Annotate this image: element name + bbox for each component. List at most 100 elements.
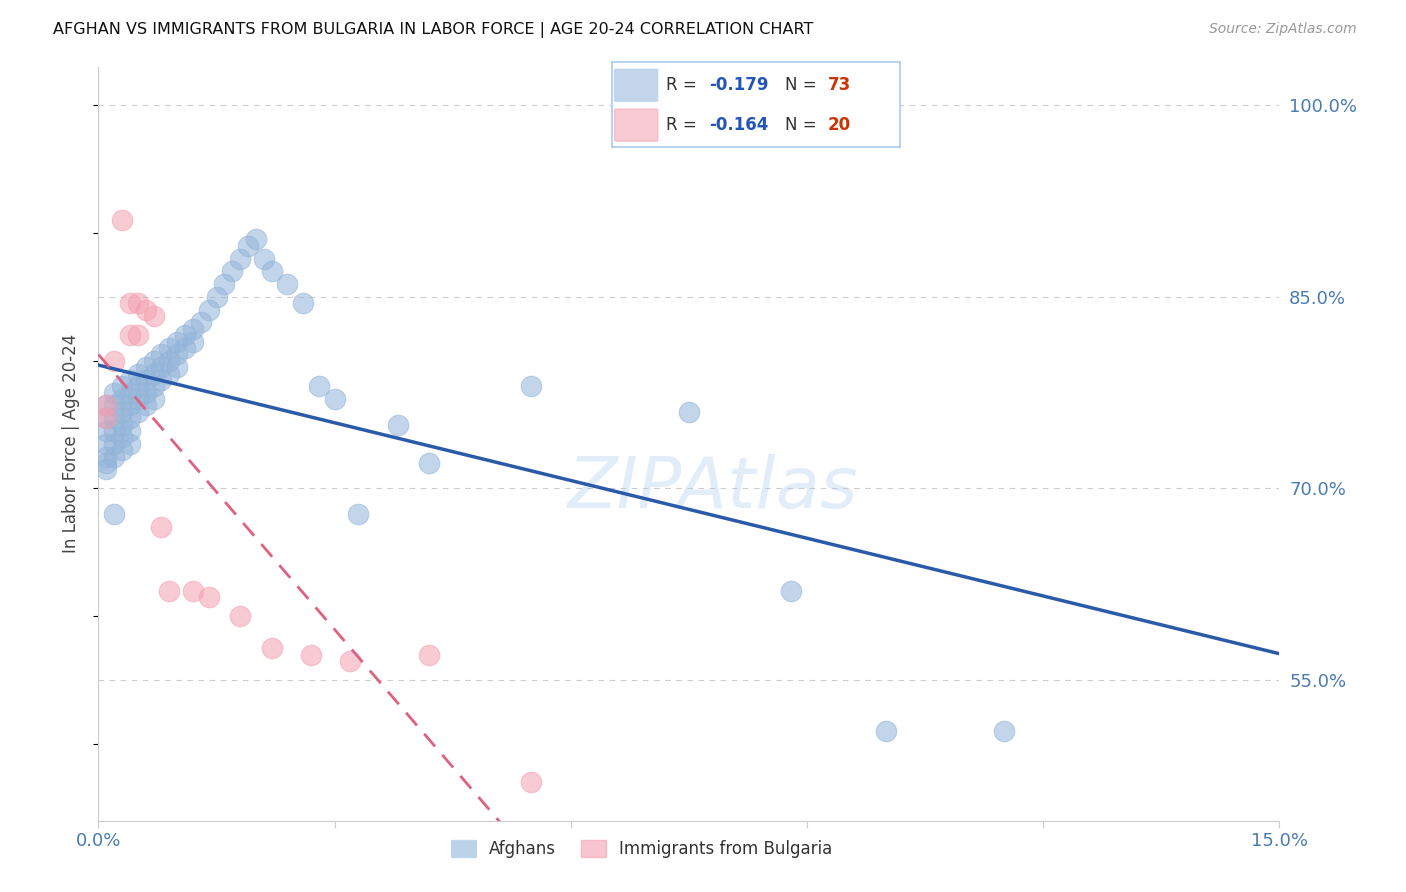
Point bbox=[418, 456, 440, 470]
Point bbox=[181, 583, 204, 598]
Point bbox=[96, 450, 118, 464]
Point bbox=[150, 347, 173, 361]
Point bbox=[118, 296, 141, 310]
Point bbox=[197, 590, 219, 604]
Point bbox=[339, 654, 361, 668]
Point bbox=[111, 443, 134, 458]
Point bbox=[142, 309, 165, 323]
Point bbox=[174, 328, 197, 343]
Point bbox=[111, 379, 134, 393]
Point bbox=[780, 583, 803, 598]
Point bbox=[157, 583, 180, 598]
Point bbox=[103, 507, 125, 521]
Point bbox=[118, 373, 141, 387]
Text: 20: 20 bbox=[828, 116, 851, 134]
Point bbox=[96, 411, 118, 425]
FancyBboxPatch shape bbox=[614, 70, 658, 102]
Point bbox=[103, 450, 125, 464]
Point bbox=[678, 405, 700, 419]
Point bbox=[127, 367, 149, 381]
Point bbox=[253, 252, 276, 266]
Point bbox=[103, 399, 125, 413]
Point bbox=[111, 430, 134, 444]
Point bbox=[260, 264, 283, 278]
Point bbox=[96, 462, 118, 476]
Point bbox=[96, 456, 118, 470]
Y-axis label: In Labor Force | Age 20-24: In Labor Force | Age 20-24 bbox=[62, 334, 80, 553]
Point bbox=[323, 392, 346, 406]
Point bbox=[127, 392, 149, 406]
Point bbox=[96, 399, 118, 413]
Point bbox=[127, 296, 149, 310]
Point bbox=[103, 424, 125, 438]
Point bbox=[181, 334, 204, 349]
Point bbox=[347, 507, 370, 521]
Point bbox=[245, 232, 267, 246]
Point bbox=[111, 405, 134, 419]
Point bbox=[418, 648, 440, 662]
Text: Source: ZipAtlas.com: Source: ZipAtlas.com bbox=[1209, 22, 1357, 37]
Point bbox=[103, 385, 125, 400]
Point bbox=[118, 411, 141, 425]
Point bbox=[96, 424, 118, 438]
Point bbox=[127, 405, 149, 419]
Point bbox=[993, 724, 1015, 739]
FancyBboxPatch shape bbox=[614, 109, 658, 141]
Point bbox=[103, 411, 125, 425]
Point bbox=[135, 302, 157, 317]
Text: N =: N = bbox=[785, 116, 821, 134]
Point bbox=[520, 379, 543, 393]
Legend: Afghans, Immigrants from Bulgaria: Afghans, Immigrants from Bulgaria bbox=[444, 833, 839, 865]
Point bbox=[118, 437, 141, 451]
Point bbox=[103, 437, 125, 451]
Point bbox=[166, 360, 188, 375]
Text: ZIPAtlas: ZIPAtlas bbox=[567, 455, 858, 524]
Point bbox=[157, 341, 180, 355]
Point bbox=[142, 353, 165, 368]
Point bbox=[142, 392, 165, 406]
Point bbox=[135, 360, 157, 375]
Point bbox=[181, 322, 204, 336]
Point bbox=[205, 290, 228, 304]
Point bbox=[127, 328, 149, 343]
Point bbox=[190, 315, 212, 329]
Point bbox=[150, 360, 173, 375]
Point bbox=[157, 367, 180, 381]
Point bbox=[118, 385, 141, 400]
Point bbox=[221, 264, 243, 278]
Point bbox=[875, 724, 897, 739]
Point bbox=[260, 641, 283, 656]
Text: -0.164: -0.164 bbox=[710, 116, 769, 134]
Point bbox=[387, 417, 409, 432]
Point bbox=[150, 520, 173, 534]
Point bbox=[214, 277, 236, 291]
Point bbox=[111, 417, 134, 432]
Point bbox=[166, 334, 188, 349]
Point bbox=[308, 379, 330, 393]
Point bbox=[135, 373, 157, 387]
Text: R =: R = bbox=[666, 77, 703, 95]
Point bbox=[118, 328, 141, 343]
Point bbox=[292, 296, 315, 310]
Point bbox=[174, 341, 197, 355]
Text: N =: N = bbox=[785, 77, 821, 95]
Point bbox=[157, 353, 180, 368]
Point bbox=[118, 399, 141, 413]
Point bbox=[96, 411, 118, 425]
Point bbox=[142, 367, 165, 381]
Point bbox=[236, 239, 259, 253]
Point bbox=[111, 392, 134, 406]
Point bbox=[135, 385, 157, 400]
Point bbox=[229, 252, 252, 266]
Point bbox=[96, 399, 118, 413]
Text: 73: 73 bbox=[828, 77, 851, 95]
Point bbox=[103, 353, 125, 368]
Text: R =: R = bbox=[666, 116, 703, 134]
Point bbox=[520, 775, 543, 789]
Point bbox=[111, 213, 134, 227]
Point bbox=[276, 277, 298, 291]
Text: -0.179: -0.179 bbox=[710, 77, 769, 95]
Point bbox=[118, 424, 141, 438]
Point bbox=[96, 437, 118, 451]
Point bbox=[142, 379, 165, 393]
